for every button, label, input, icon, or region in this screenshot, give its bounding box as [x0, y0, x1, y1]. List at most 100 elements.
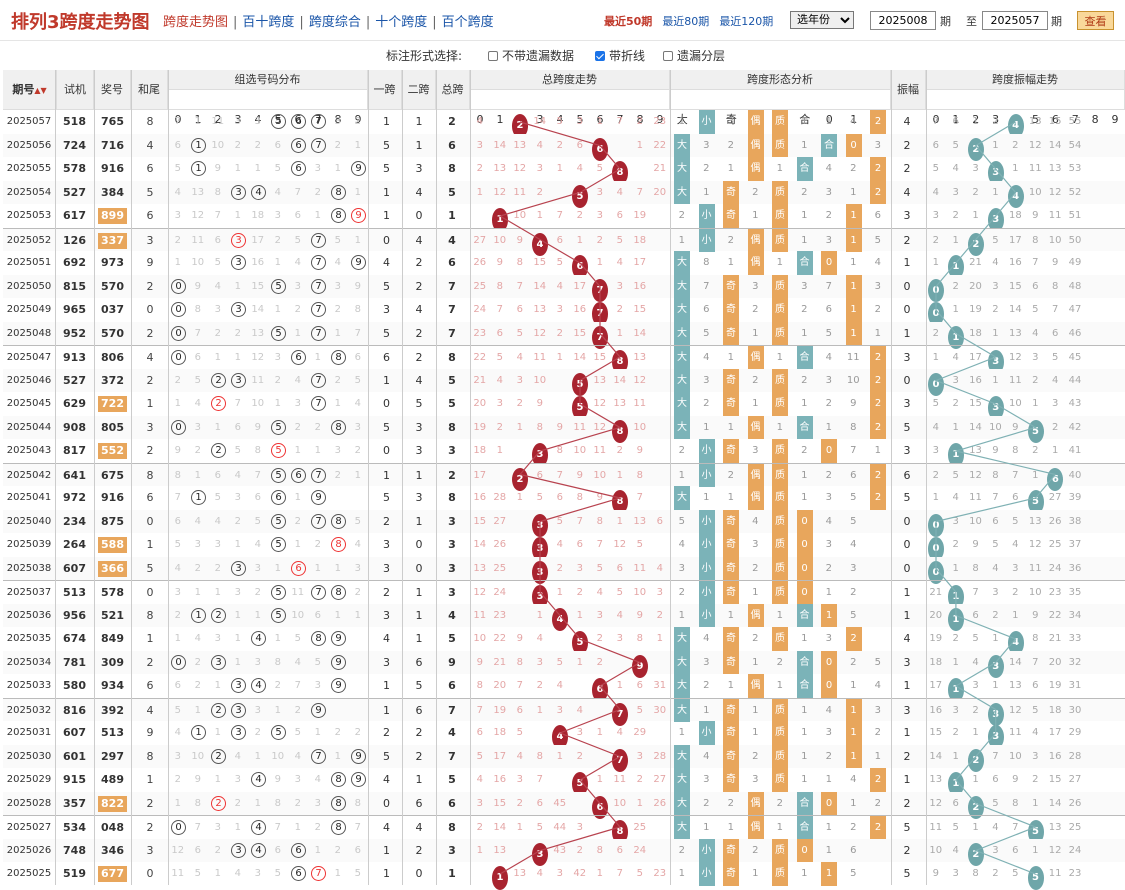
amp-omission-cell: 43	[1068, 398, 1082, 409]
form-mark-cell: 大	[674, 674, 690, 698]
trend-omission-cell: 4	[596, 587, 603, 598]
amp-omission-cell	[1105, 557, 1125, 581]
form-mark-cell: 偶	[747, 463, 764, 487]
column-divider	[55, 70, 56, 885]
group-dist-cell: 3	[174, 750, 181, 762]
group-dist-cell: 2	[214, 327, 221, 339]
group-dist-cell: 6	[174, 139, 181, 151]
group-dist-cell: 8	[174, 469, 181, 481]
trend-omission-cell	[510, 839, 530, 863]
column-divider	[891, 70, 892, 885]
to-issue-input[interactable]	[982, 11, 1048, 30]
recent-80-link[interactable]: 最近80期	[662, 15, 710, 28]
trend-omission-cell: 3	[576, 822, 583, 833]
trend-omission-cell: 4	[576, 163, 583, 174]
amp-omission-cell: 15	[969, 398, 982, 409]
option-omission-layers[interactable]: 遗漏分层	[663, 47, 725, 64]
recent-120-link[interactable]: 最近120期	[719, 15, 774, 28]
group-dist-cell: 6	[174, 680, 181, 691]
form-mark-cell: 大	[674, 486, 690, 510]
draw-number-cell: 048	[101, 821, 124, 834]
group-dist-cell: 1	[214, 727, 221, 738]
option-with-lines[interactable]: 带折线	[595, 47, 645, 64]
form-omission-cell: 3	[727, 116, 734, 127]
trend-omission-cell: 28	[653, 750, 667, 762]
recent-50-link[interactable]: 最近50期	[604, 15, 653, 28]
checkbox-checked-icon[interactable]	[595, 51, 605, 61]
sort-arrows-icon[interactable]: ▲▼	[34, 86, 47, 95]
group-dist-cell: 4	[254, 539, 261, 550]
form-mark-cell: 1	[821, 603, 837, 627]
from-issue-input[interactable]	[870, 11, 936, 30]
amp-omission-cell: 42	[1068, 421, 1082, 433]
trend-omission-cell: 16	[573, 304, 587, 315]
form-mark-cell: 奇	[723, 368, 739, 392]
group-dist-cell: 4	[294, 257, 301, 268]
query-button[interactable]: 查看	[1077, 11, 1114, 30]
test-number-cell: 357	[63, 796, 86, 810]
nav-span-overview[interactable]: 跨度综合	[308, 15, 361, 30]
nav-hundred-ten-span[interactable]: 百十跨度	[242, 15, 295, 30]
group-dist-cell: 1	[191, 137, 206, 153]
nav-hundred-unit-span[interactable]: 百个跨度	[441, 15, 494, 30]
form-omission-cell: 1	[801, 398, 808, 409]
trend-omission-cell: 9	[496, 257, 503, 268]
amp-omission-cell: 1	[1012, 163, 1019, 174]
trend-omission-cell	[650, 369, 670, 393]
group-dist-cell: 3	[334, 280, 341, 292]
amp-omission-cell: 2	[1032, 374, 1039, 386]
amp-omission-cell: 5	[992, 234, 999, 246]
amp-omission-cell: 48	[1068, 280, 1082, 292]
option-no-omission[interactable]: 不带遗漏数据	[488, 47, 574, 64]
amp-omission-cell	[1105, 486, 1125, 510]
amp-omission-cell: 13	[929, 774, 943, 785]
form-mark-cell: 质	[772, 509, 788, 533]
amp-omission-cell: 14	[969, 421, 982, 433]
page-title: 排列3跨度走势图	[11, 12, 150, 33]
test-number-cell: 607	[63, 726, 86, 739]
col-issue[interactable]: 期号▲▼	[3, 70, 57, 110]
group-dist-cell: 3	[231, 560, 246, 576]
trend-omission-cell: 6	[516, 304, 523, 315]
checkbox-icon[interactable]	[488, 51, 498, 61]
group-dist-cell: 4	[334, 257, 341, 268]
group-dist-cell: 4	[174, 727, 181, 738]
year-select[interactable]: 选年份	[790, 11, 854, 29]
nav-ten-unit-span[interactable]: 十个跨度	[375, 15, 428, 30]
form-mark-cell: 1	[821, 862, 837, 886]
period-links: 最近50期 最近80期 最近120期	[604, 13, 783, 29]
issue-cell: 2025033	[6, 680, 52, 691]
form-mark-cell: 质	[772, 486, 788, 510]
group-dist-cell: 8	[194, 797, 201, 809]
group-dist-cell: 8	[311, 631, 326, 646]
group-dist-cell: 2	[174, 234, 181, 246]
sum-tail-cell: 0	[146, 514, 154, 528]
group-dist-cell: 5	[294, 727, 301, 738]
checkbox-icon[interactable]	[663, 51, 673, 61]
form-omission-cell: 1	[801, 116, 808, 127]
amp-omission-cell: 1	[1032, 469, 1039, 481]
sum-tail-cell: 4	[146, 351, 154, 364]
group-dist-cell: 2	[294, 421, 301, 433]
form-omission-cell: 6	[874, 210, 881, 221]
group-dist-cell: 1	[334, 609, 341, 621]
test-number-cell: 264	[63, 538, 86, 551]
trend-omission-cell: 14	[533, 280, 547, 292]
trend-omission-cell: 7	[516, 280, 523, 292]
nav-span-trend[interactable]: 跨度走势图	[163, 15, 229, 30]
trend-omission-cell: 8	[636, 633, 643, 644]
sum-tail-cell: 6	[146, 679, 154, 692]
amp-omission-cell: 6	[952, 797, 959, 809]
group-dist-cell: 3	[174, 587, 181, 598]
amp-omission-cell: 15	[1008, 280, 1022, 292]
trend-omission-cell	[650, 204, 670, 228]
amp-omission-cell: 8	[1012, 797, 1019, 809]
form-mark-cell: 奇	[723, 180, 739, 204]
amp-omission-cell: 3	[992, 844, 999, 856]
trend-omission-cell: 3	[476, 797, 483, 809]
draw-number-cell: 716	[101, 138, 124, 152]
form-mark-cell: 大	[674, 180, 690, 204]
amp-omission-cell: 50	[1068, 234, 1082, 246]
form-omission-cell: 2	[850, 163, 857, 174]
